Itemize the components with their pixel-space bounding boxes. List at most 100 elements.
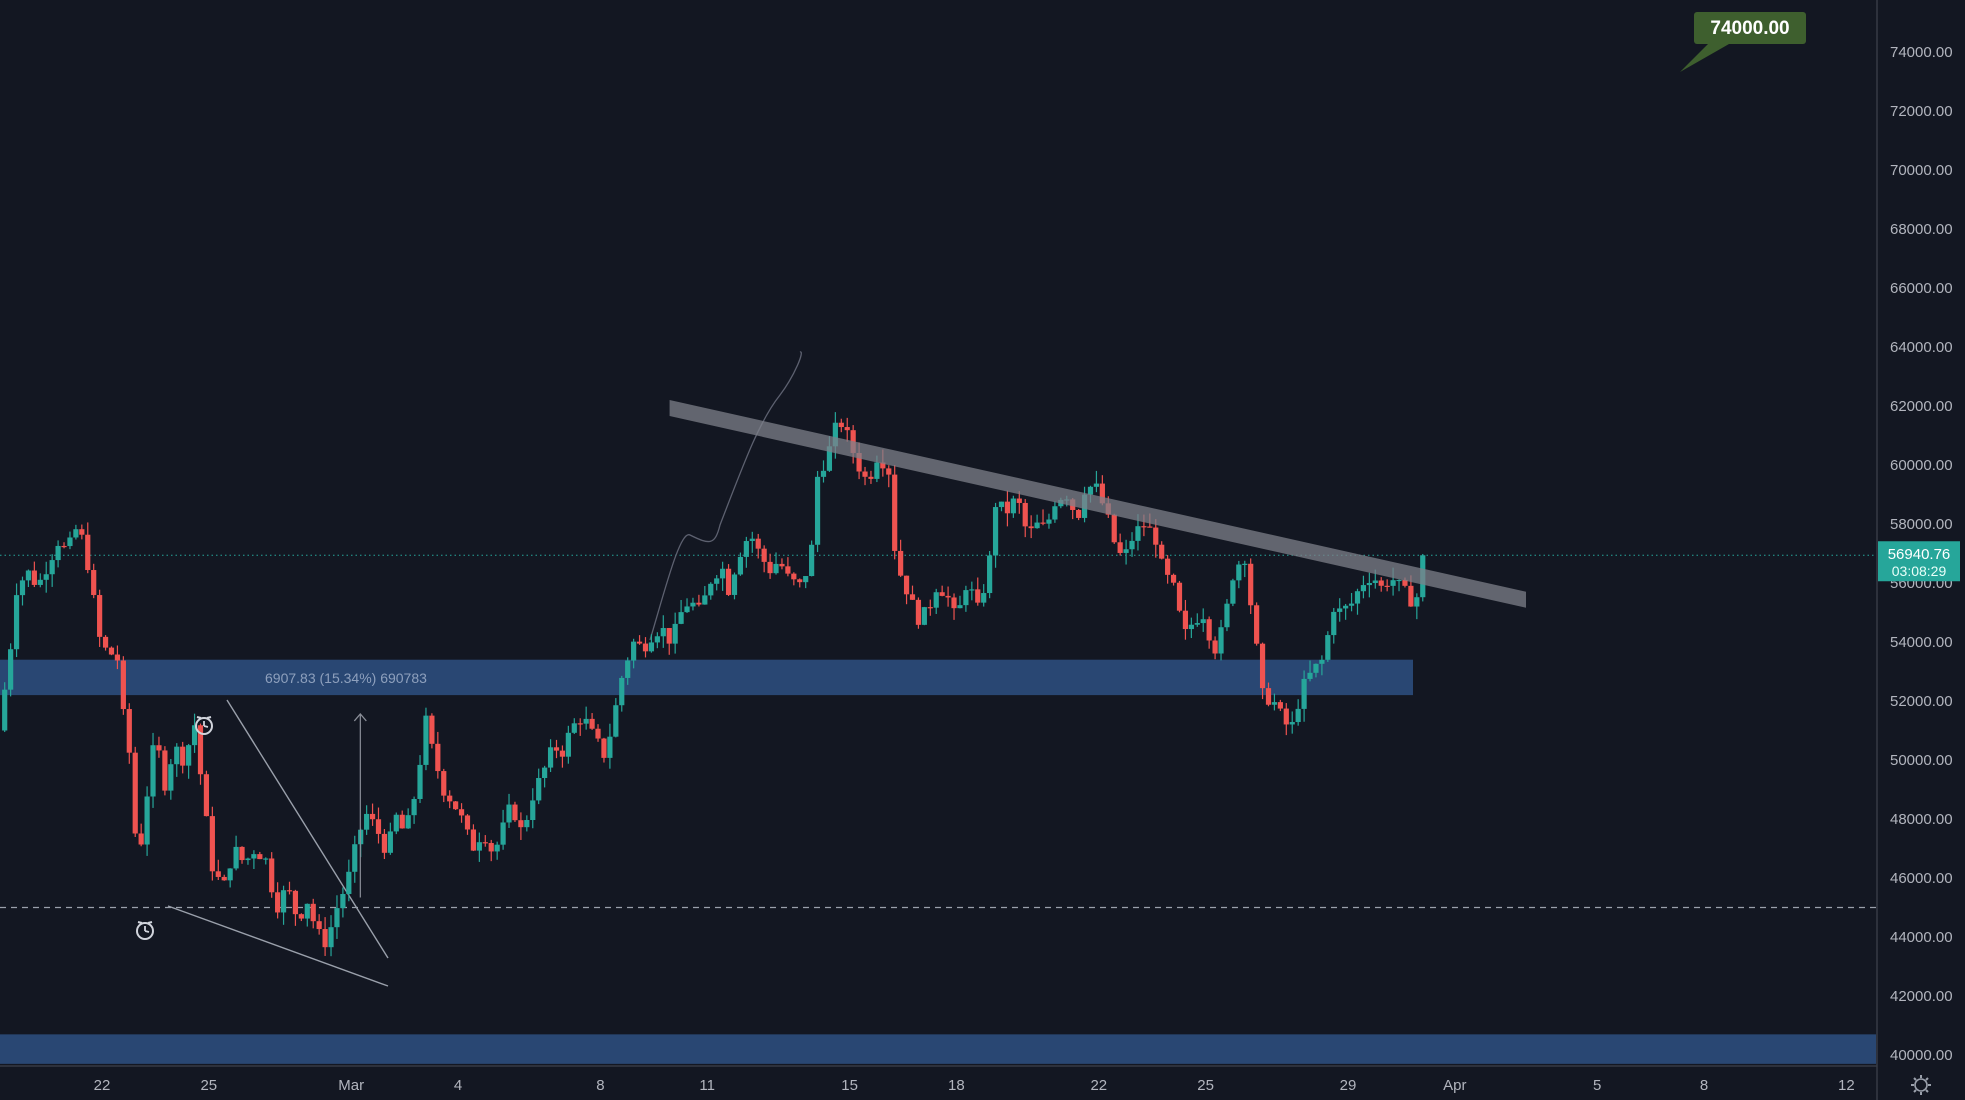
candle (328, 915, 334, 957)
candle (553, 739, 560, 759)
candle (725, 564, 732, 597)
resistance-trendline[interactable] (669, 400, 1526, 608)
wedge-upper-line[interactable] (226, 699, 389, 959)
candle (1354, 588, 1361, 615)
current-price-value: 56940.76 (1888, 546, 1951, 563)
candle (1218, 619, 1224, 661)
candle (892, 465, 898, 560)
candle (132, 746, 138, 837)
price-tick-label: 48000.00 (1890, 811, 1953, 828)
time-axis[interactable]: 22 25 Mar 4 8 11 15 18 22 25 29 Apr 5 8 12 (0, 1065, 1877, 1094)
candle (488, 839, 494, 862)
candle (1259, 642, 1266, 700)
time-tick-label: Apr (1443, 1077, 1466, 1094)
candle (1052, 501, 1058, 523)
wedge-lower-line[interactable] (167, 905, 389, 987)
price-tick-label: 42000.00 (1890, 988, 1953, 1005)
candle (773, 552, 779, 575)
candle (755, 533, 761, 559)
price-tick-label: 40000.00 (1890, 1047, 1953, 1064)
candle (1129, 532, 1135, 557)
candle (903, 575, 910, 605)
candle (411, 796, 417, 824)
candle (1271, 693, 1278, 711)
candle (1159, 541, 1165, 560)
candle (91, 563, 97, 599)
candle (1111, 513, 1117, 544)
candle (1348, 592, 1355, 612)
candle (1248, 558, 1254, 615)
candle (1004, 490, 1011, 527)
candle (239, 846, 245, 864)
candle (886, 465, 892, 488)
price-axis-ticks: 40000.00 42000.00 44000.00 46000.00 48000.00… (1890, 44, 1953, 1064)
candle (180, 741, 186, 774)
candle (227, 868, 233, 888)
candle (269, 852, 275, 898)
candle (1331, 607, 1337, 644)
candle (1010, 495, 1016, 518)
candle (37, 573, 43, 588)
alarm-clock-icon[interactable] (195, 716, 213, 735)
measurement-tool[interactable]: 6907.83 (15.34%) 690783 (265, 670, 427, 898)
time-tick-label: 29 (1340, 1077, 1357, 1094)
candle (209, 806, 215, 881)
candle (162, 746, 168, 796)
candle (257, 851, 263, 860)
candle (120, 656, 126, 715)
candle (767, 553, 773, 579)
target-price-text: 74000.00 (1710, 18, 1789, 39)
time-tick-label: 22 (94, 1077, 111, 1094)
candle (678, 599, 684, 625)
candle (1165, 554, 1171, 584)
support-zone[interactable] (0, 1034, 1876, 1064)
candle (263, 857, 269, 865)
candle (352, 835, 358, 883)
candle (530, 788, 536, 829)
candle (708, 582, 714, 600)
time-tick-label: 22 (1090, 1077, 1107, 1094)
candle (322, 917, 328, 956)
candle (102, 635, 109, 651)
gear-icon[interactable] (1911, 1075, 1931, 1095)
candle (482, 835, 488, 847)
support-zone[interactable] (0, 659, 1413, 696)
price-tick-label: 60000.00 (1890, 457, 1953, 474)
candle (156, 736, 162, 758)
candle (476, 832, 482, 862)
candle (423, 707, 429, 771)
candle (779, 558, 785, 570)
candle (743, 536, 749, 568)
price-tick-label: 72000.00 (1890, 103, 1953, 120)
candle (13, 583, 20, 658)
time-tick-label: 18 (948, 1077, 965, 1094)
candle (631, 638, 637, 669)
candle (435, 731, 441, 779)
candle (49, 554, 55, 587)
candle (417, 755, 423, 804)
candle (933, 588, 939, 614)
candle (1034, 514, 1040, 529)
alarm-clock-icon[interactable] (136, 921, 154, 940)
candle (1230, 578, 1236, 607)
candle (648, 634, 655, 653)
candle (909, 585, 916, 600)
wedge-drawing[interactable] (167, 699, 389, 987)
candle (737, 552, 744, 576)
time-tick-label: 25 (200, 1077, 217, 1094)
candle (364, 805, 370, 835)
candle (31, 561, 37, 588)
target-price-callout[interactable]: 74000.00 (1680, 12, 1806, 72)
trendline-band[interactable] (669, 400, 1526, 608)
candle (203, 770, 210, 817)
candle (43, 561, 49, 593)
candle (1200, 608, 1206, 632)
candle (571, 718, 577, 734)
candle (114, 645, 121, 670)
current-price-label: 56940.76 03:08:29 (1878, 541, 1960, 582)
candle (987, 550, 993, 599)
candle-countdown-timer: 03:08:29 (1892, 563, 1947, 579)
candle (666, 627, 672, 655)
